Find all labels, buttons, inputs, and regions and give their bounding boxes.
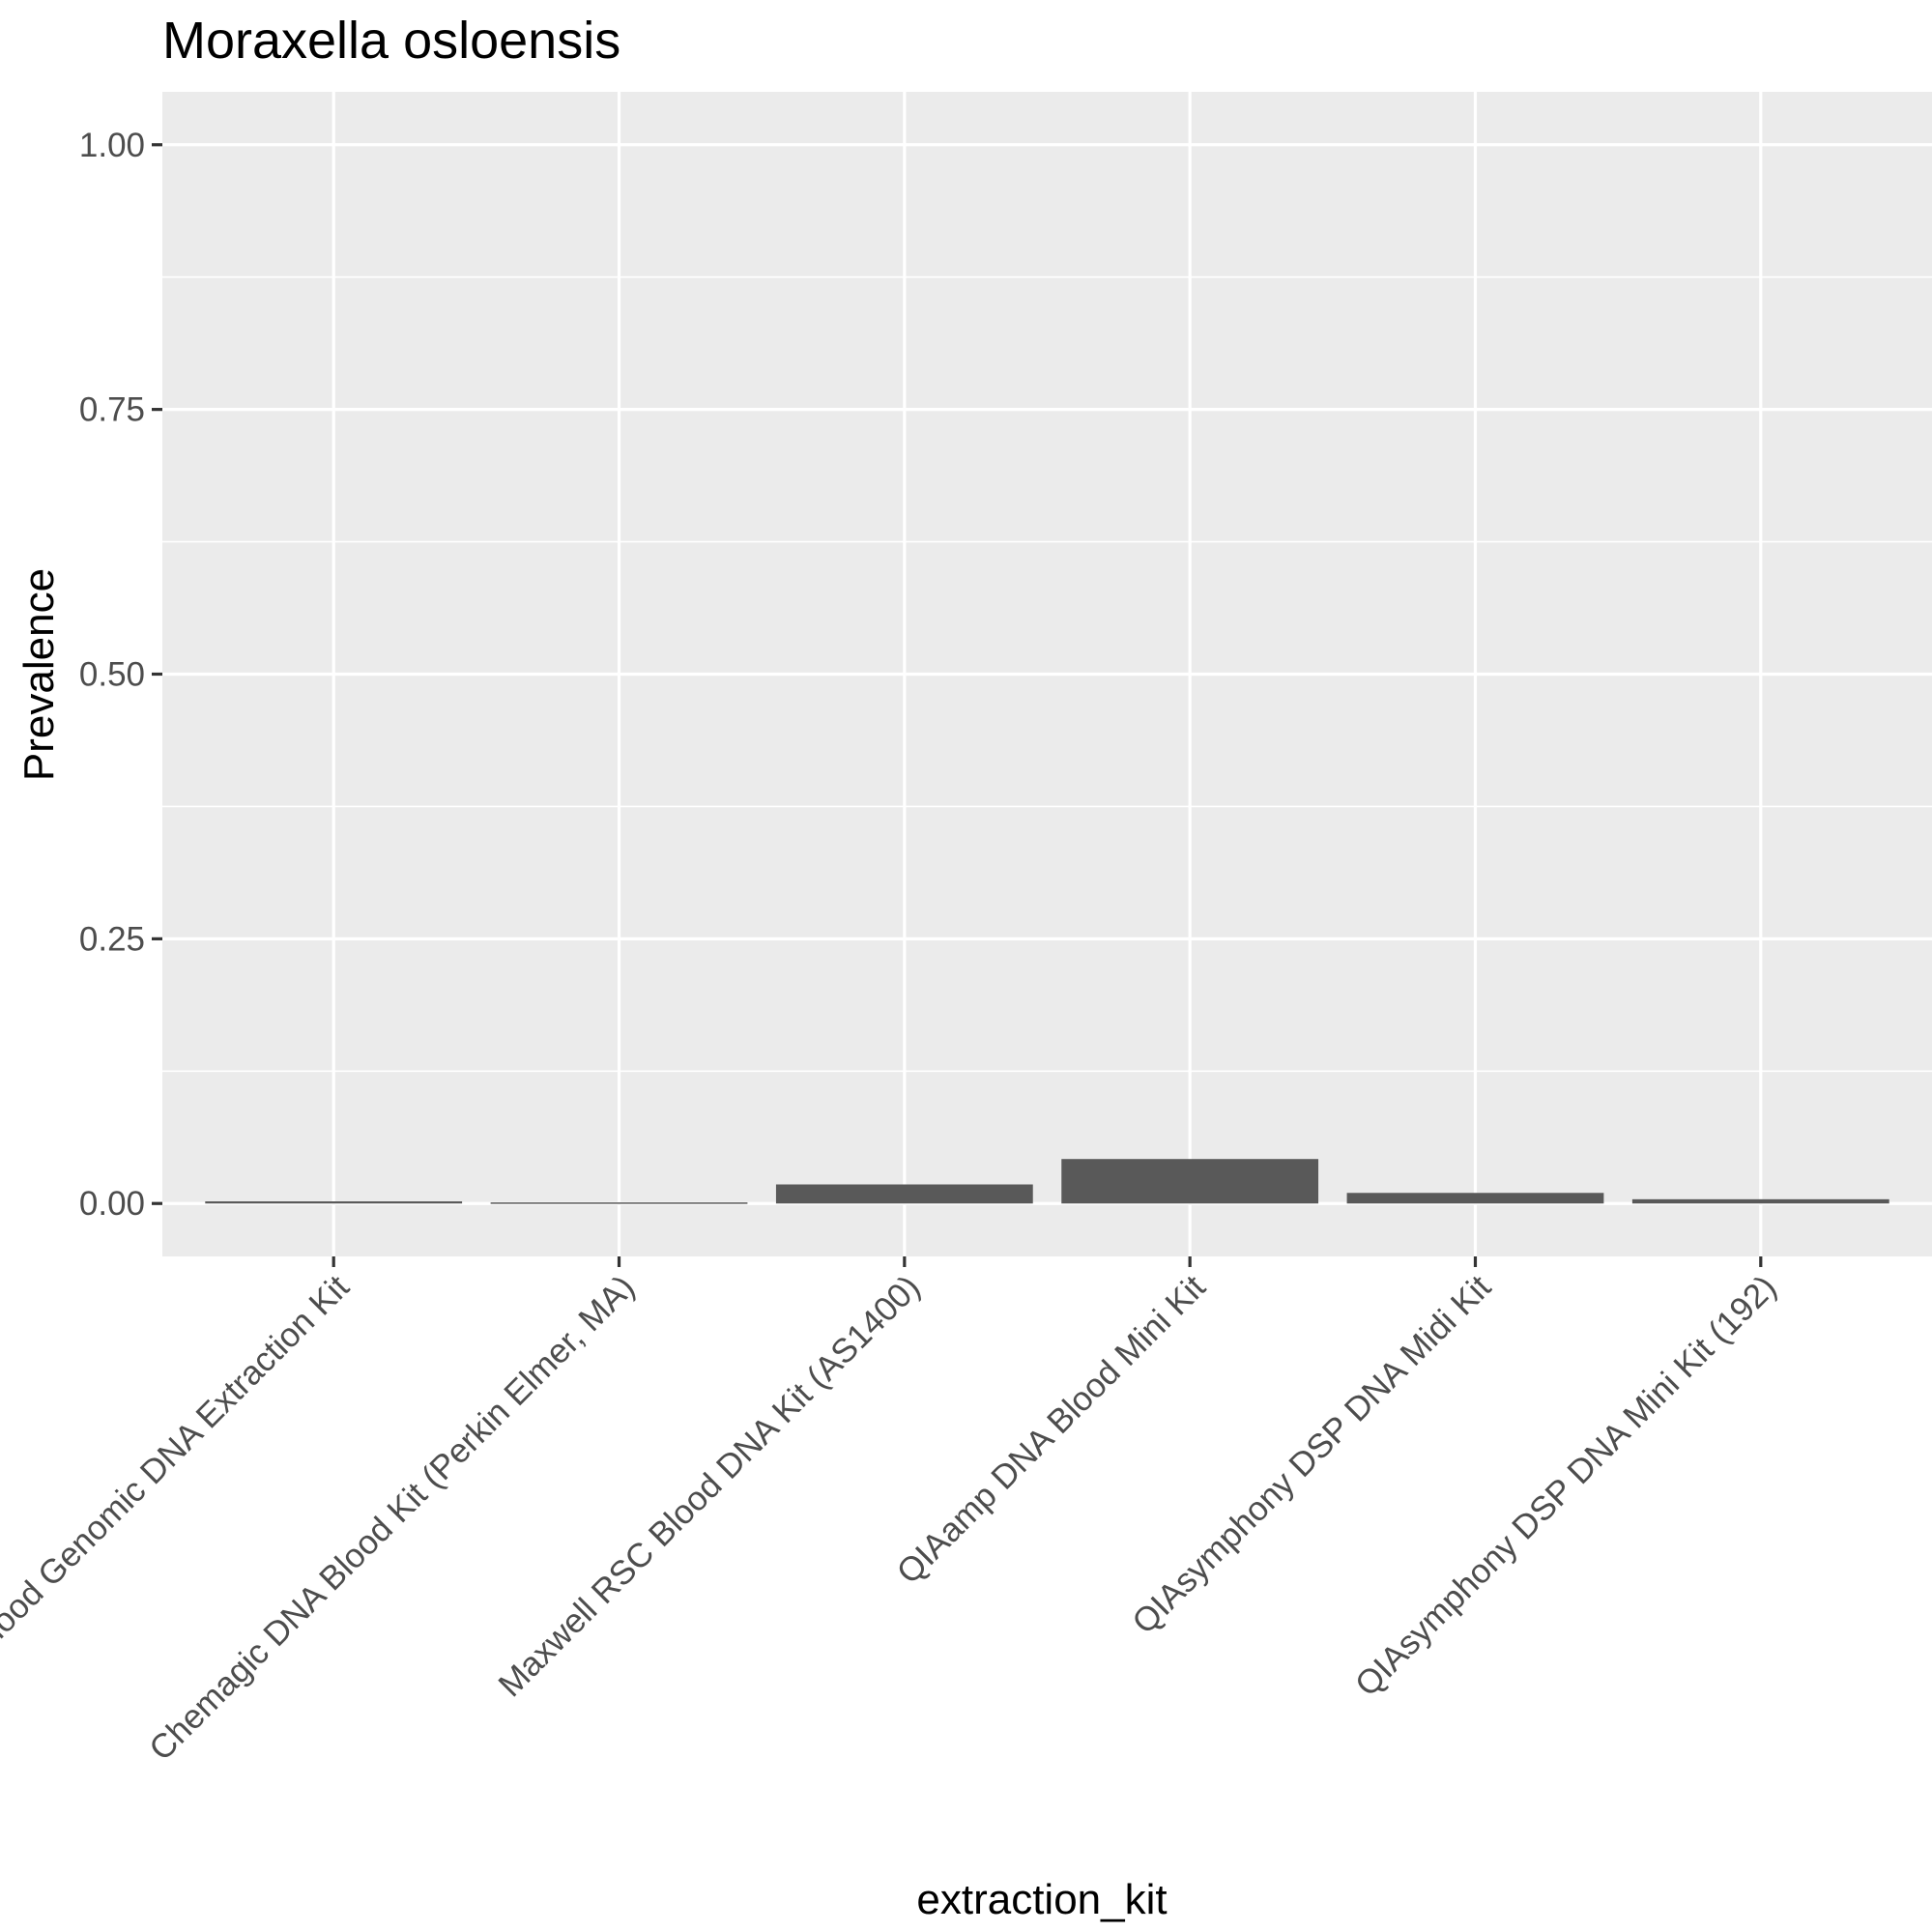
- bar: [1631, 1198, 1889, 1204]
- x-tick-label: Chemagic DNA Blood Kit (Perkin Elmer, MA…: [142, 1268, 642, 1768]
- chart-title: Moraxella osloensis: [162, 12, 620, 70]
- y-tick-label: 0.25: [79, 920, 145, 958]
- y-tick-label: 0.75: [79, 391, 145, 429]
- bar: [205, 1201, 463, 1204]
- y-tick-label: 1.00: [79, 127, 145, 164]
- x-tick-label: QIAamp DNA Blood Mini Kit: [890, 1268, 1213, 1591]
- y-axis-title: Prevalence: [15, 568, 63, 781]
- y-tick-label: 0.50: [79, 656, 145, 694]
- x-axis-title: extraction_kit: [916, 1876, 1167, 1923]
- bar: [1346, 1193, 1604, 1204]
- plot-panel: [162, 92, 1932, 1256]
- y-tick-label: 0.00: [79, 1185, 145, 1223]
- bar: [1061, 1159, 1319, 1204]
- bar: [490, 1202, 748, 1204]
- bar: [775, 1184, 1033, 1204]
- bars-group: [205, 1159, 1889, 1204]
